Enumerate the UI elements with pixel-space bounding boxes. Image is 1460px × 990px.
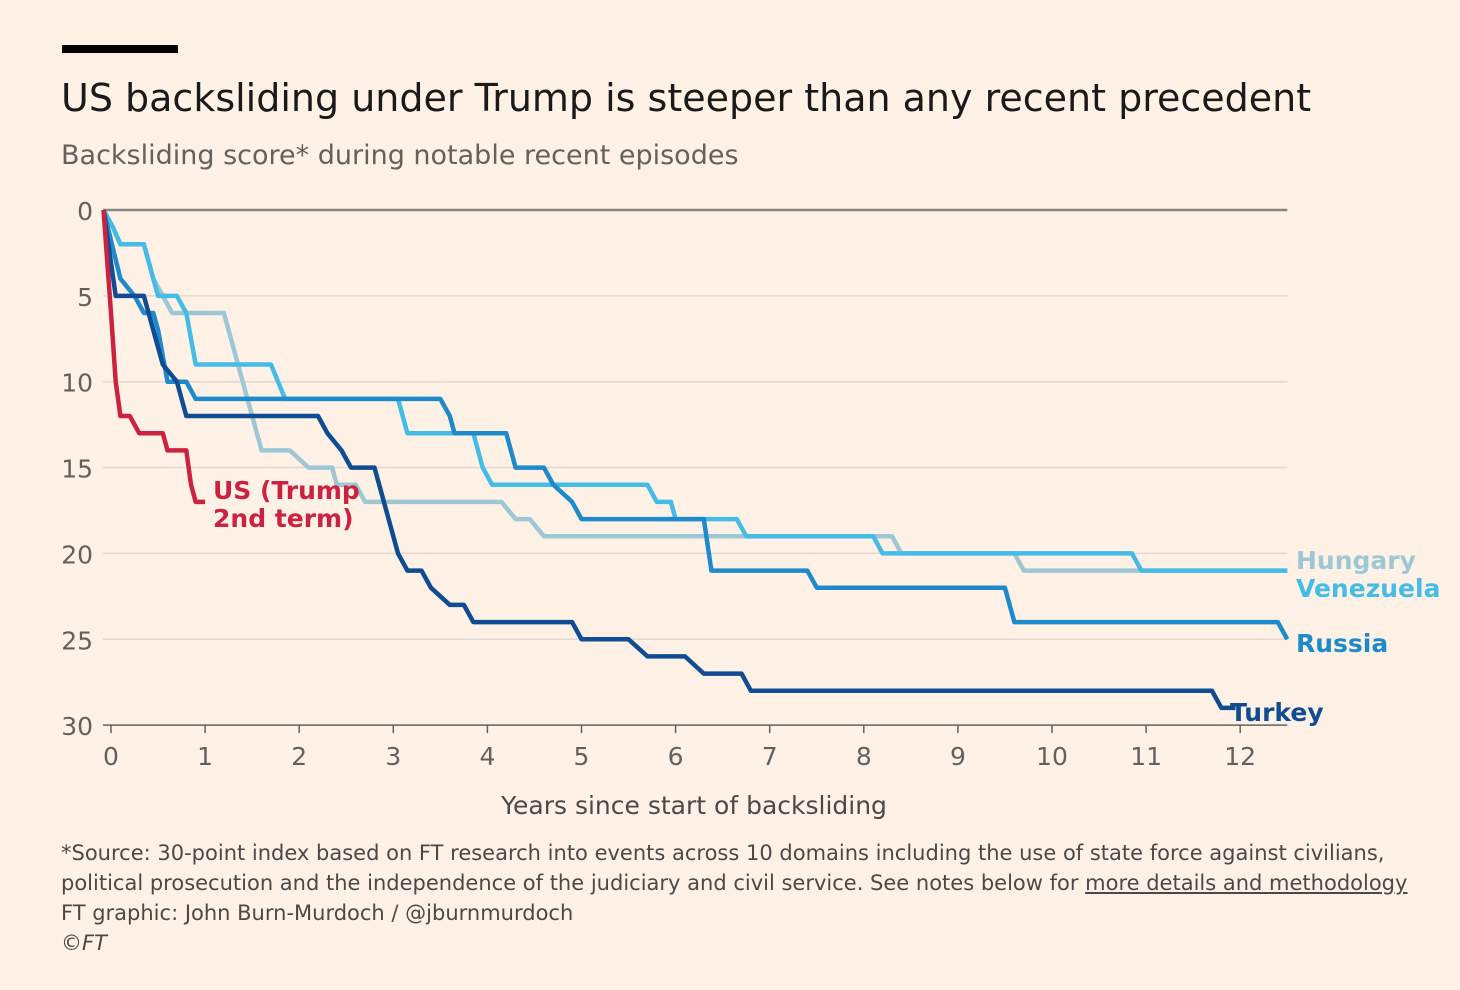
series-label-turkey: Turkey — [1230, 698, 1324, 727]
y-tick-label-15: 15 — [61, 455, 93, 484]
copyright: ©FT — [61, 931, 107, 955]
x-tick-label-9: 9 — [950, 742, 966, 771]
y-tick-label-0: 0 — [77, 197, 93, 226]
y-tick-label-5: 5 — [77, 283, 93, 312]
x-tick-label-0: 0 — [103, 742, 119, 771]
x-tick-label-10: 10 — [1036, 742, 1068, 771]
source-note-2: political prosecution and the independen… — [61, 868, 1407, 898]
series-line-us-trump-2nd-term — [101, 209, 206, 505]
x-tick-label-6: 6 — [668, 742, 684, 771]
x-tick-label-4: 4 — [479, 742, 495, 771]
series-label-russia: Russia — [1296, 629, 1388, 658]
y-tick-label-10: 10 — [61, 369, 93, 398]
ft-title-bar — [62, 45, 178, 53]
source-note-2-text: political prosecution and the independen… — [61, 871, 1086, 895]
x-axis-title: Years since start of backsliding — [500, 791, 887, 820]
x-tick-label-2: 2 — [291, 742, 307, 771]
x-tick-label-1: 1 — [197, 742, 213, 771]
x-tick-label-3: 3 — [385, 742, 401, 771]
methodology-link[interactable]: more details and methodology — [1085, 871, 1408, 895]
x-tick-label-11: 11 — [1130, 742, 1162, 771]
y-tick-label-30: 30 — [61, 712, 93, 741]
series-label-venezuela: Venezuela — [1296, 574, 1440, 603]
x-tick-label-7: 7 — [762, 742, 778, 771]
y-tick-label-25: 25 — [61, 626, 93, 655]
graphic-credit: FT graphic: John Burn-Murdoch / @jburnmu… — [61, 901, 574, 925]
x-tick-label-12: 12 — [1224, 742, 1256, 771]
chart-subtitle: Backsliding score* during notable recent… — [61, 140, 739, 171]
series-label-hungary: Hungary — [1296, 546, 1416, 575]
x-tick-label-8: 8 — [856, 742, 872, 771]
series-label-us-trump-2nd-term-2: 2nd term) — [213, 504, 354, 533]
y-tick-label-20: 20 — [61, 540, 93, 569]
source-note: *Source: 30-point index based on FT rese… — [61, 841, 1385, 865]
series-label-us-trump-2nd-term-1: US (Trump — [213, 476, 360, 505]
x-tick-label-5: 5 — [574, 742, 590, 771]
series-line-russia — [101, 209, 1290, 641]
chart-title: US backsliding under Trump is steeper th… — [61, 76, 1312, 120]
footer: *Source: 30-point index based on FT rese… — [61, 838, 1407, 958]
series-line-turkey — [101, 209, 1236, 711]
